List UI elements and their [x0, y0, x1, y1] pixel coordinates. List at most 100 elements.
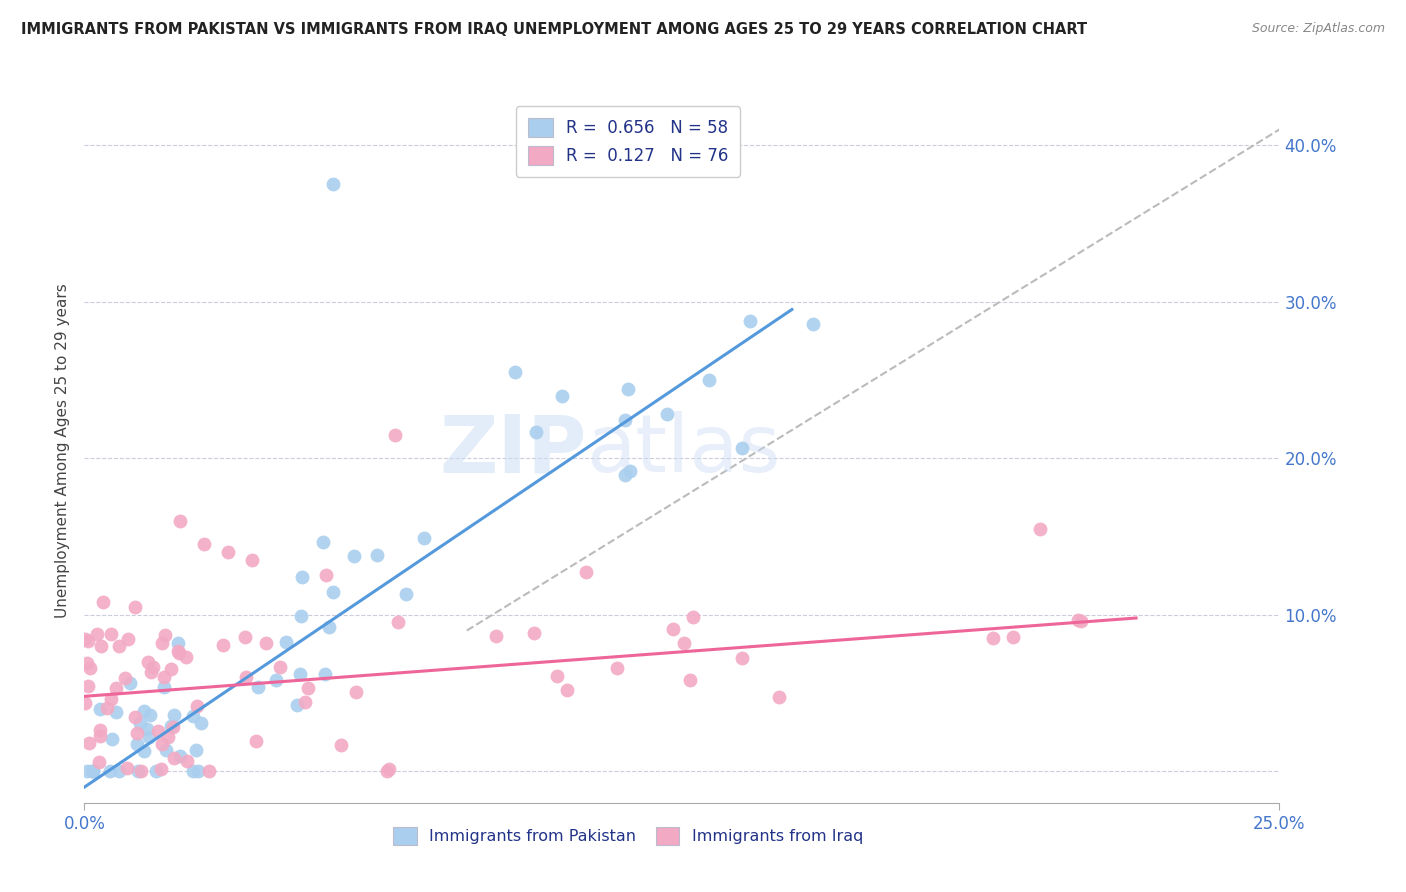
Point [318, 620, 340, 634]
Point [139, 708, 162, 723]
Legend: Immigrants from Pakistan, Immigrants from Iraq: Immigrants from Pakistan, Immigrants fro… [382, 817, 873, 855]
Point [1067, 614, 1090, 628]
Point [146, 724, 169, 739]
Point [245, 733, 267, 747]
Point [87, 755, 110, 769]
Point [413, 531, 436, 545]
Point [212, 638, 235, 652]
Point [86, 627, 108, 641]
Point [129, 715, 152, 730]
Point [136, 656, 159, 670]
Point [125, 738, 148, 752]
Point [89, 723, 111, 737]
Point [76, 656, 98, 670]
Point [132, 744, 155, 758]
Point [682, 609, 704, 624]
Point [377, 763, 399, 777]
Point [291, 570, 314, 584]
Point [343, 549, 366, 563]
Point [314, 666, 336, 681]
Point [322, 178, 344, 192]
Point [344, 685, 367, 699]
Text: atlas: atlas [586, 411, 780, 490]
Point [184, 742, 207, 756]
Point [150, 636, 173, 650]
Point [76, 680, 98, 694]
Point [240, 553, 263, 567]
Point [105, 705, 128, 719]
Point [503, 365, 526, 379]
Point [155, 742, 177, 756]
Point [163, 708, 186, 723]
Point [124, 709, 146, 723]
Point [546, 669, 568, 683]
Point [153, 681, 176, 695]
Point [186, 699, 208, 714]
Point [129, 764, 152, 779]
Point [731, 651, 754, 665]
Point [655, 407, 678, 421]
Point [285, 698, 308, 712]
Point [246, 680, 269, 694]
Point [89, 639, 111, 653]
Point [731, 441, 754, 455]
Point [76, 634, 98, 648]
Point [77, 736, 100, 750]
Point [198, 764, 221, 779]
Point [329, 738, 352, 752]
Point [163, 751, 186, 765]
Point [1001, 630, 1024, 644]
Point [108, 639, 131, 653]
Point [217, 545, 239, 559]
Point [181, 764, 204, 779]
Point [315, 568, 337, 582]
Point [322, 584, 344, 599]
Point [575, 565, 598, 579]
Point [269, 659, 291, 673]
Point [384, 427, 406, 442]
Point [89, 729, 111, 743]
Point [190, 716, 212, 731]
Point [193, 537, 215, 551]
Point [149, 762, 172, 776]
Point [803, 318, 825, 332]
Point [395, 587, 418, 601]
Point [101, 731, 124, 746]
Point [125, 726, 148, 740]
Point [768, 690, 790, 704]
Point [134, 704, 156, 718]
Point [662, 622, 685, 636]
Point [169, 748, 191, 763]
Point [117, 632, 139, 646]
Point [606, 661, 628, 675]
Point [551, 389, 574, 403]
Point [617, 383, 640, 397]
Point [100, 627, 122, 641]
Point [672, 636, 695, 650]
Point [124, 599, 146, 614]
Point [76, 764, 98, 779]
Point [82, 764, 104, 779]
Point [613, 412, 636, 426]
Point [127, 764, 149, 779]
Point [166, 636, 188, 650]
Point [98, 764, 121, 779]
Point [176, 754, 198, 768]
Point [740, 314, 762, 328]
Point [160, 662, 183, 676]
Point [485, 629, 508, 643]
Point [524, 425, 547, 439]
Point [75, 632, 97, 647]
Point [162, 720, 184, 734]
Point [614, 468, 637, 483]
Point [679, 673, 702, 687]
Point [157, 730, 180, 744]
Point [981, 632, 1004, 646]
Text: ZIP: ZIP [439, 411, 586, 490]
Point [167, 646, 190, 660]
Point [150, 737, 173, 751]
Point [181, 708, 204, 723]
Point [387, 615, 409, 629]
Point [174, 649, 197, 664]
Point [294, 695, 316, 709]
